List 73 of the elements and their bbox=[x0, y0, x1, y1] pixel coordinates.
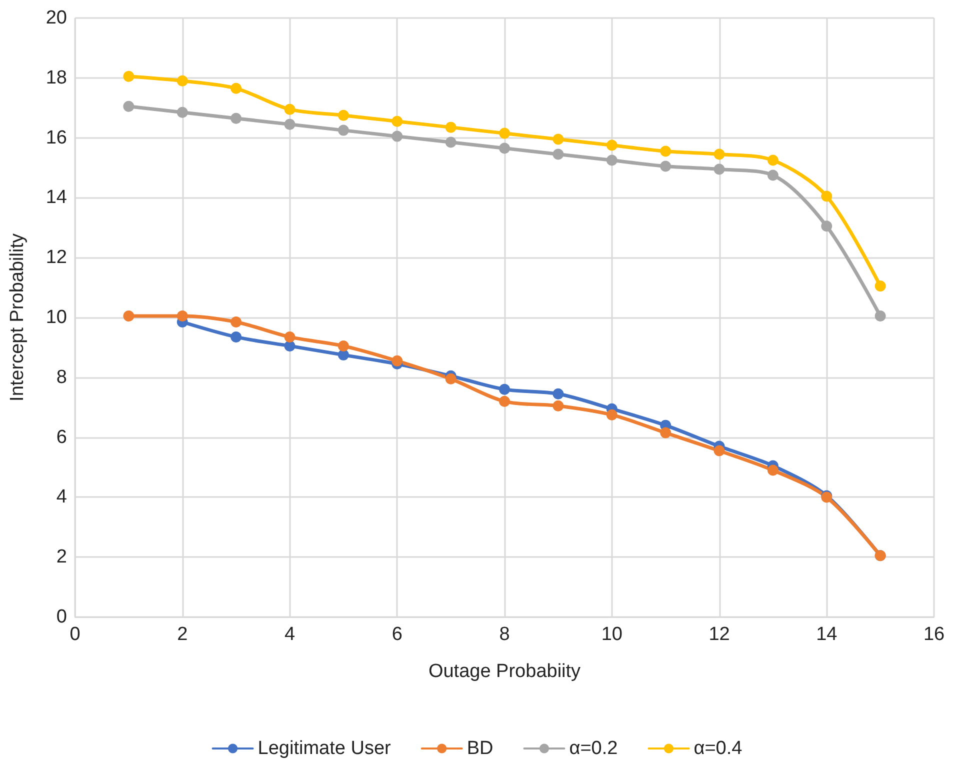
x-tick-label: 4 bbox=[284, 624, 296, 645]
point bbox=[552, 388, 564, 400]
y-tick-label: 2 bbox=[56, 546, 67, 568]
point bbox=[767, 170, 778, 181]
y-tick-label: 12 bbox=[46, 247, 67, 268]
point bbox=[338, 349, 349, 360]
point bbox=[338, 124, 349, 136]
point bbox=[606, 140, 618, 151]
point bbox=[874, 310, 886, 322]
point bbox=[338, 340, 349, 352]
point bbox=[767, 154, 778, 166]
point bbox=[552, 134, 564, 145]
x-tick-label: 14 bbox=[816, 624, 838, 645]
y-tick-label: 4 bbox=[56, 486, 68, 508]
point bbox=[714, 164, 725, 175]
x-tick-label: 6 bbox=[392, 624, 402, 645]
point bbox=[552, 400, 564, 412]
point bbox=[230, 331, 242, 342]
x-tick-label: 16 bbox=[923, 624, 945, 645]
x-tick-label: 2 bbox=[177, 624, 188, 645]
y-tick-label: 10 bbox=[46, 307, 67, 328]
point bbox=[338, 110, 349, 121]
point bbox=[767, 464, 778, 476]
point bbox=[123, 70, 134, 82]
point bbox=[284, 331, 296, 342]
point bbox=[660, 427, 672, 438]
point bbox=[606, 409, 618, 420]
point bbox=[499, 396, 510, 407]
point bbox=[392, 130, 403, 142]
y-tick-label: 18 bbox=[46, 67, 67, 88]
x-tick-label: 8 bbox=[499, 624, 510, 645]
point bbox=[660, 146, 672, 157]
legend-label: α=0.4 bbox=[694, 738, 743, 759]
y-tick-label: 16 bbox=[46, 127, 67, 148]
point bbox=[821, 220, 832, 232]
point bbox=[714, 148, 725, 160]
point bbox=[499, 128, 510, 139]
point bbox=[392, 116, 403, 127]
point bbox=[499, 384, 510, 395]
point bbox=[874, 280, 886, 292]
point bbox=[392, 355, 403, 366]
y-tick-label: 20 bbox=[46, 8, 67, 28]
legend-label: Legitimate User bbox=[258, 738, 392, 759]
point bbox=[445, 122, 456, 133]
x-tick-label: 0 bbox=[70, 624, 80, 645]
point bbox=[499, 142, 510, 154]
y-tick-label: 8 bbox=[56, 366, 67, 388]
point bbox=[714, 445, 725, 456]
y-tick-label: 14 bbox=[46, 187, 68, 208]
point bbox=[821, 190, 832, 202]
y-axis-title: Intercept Probability bbox=[7, 233, 28, 402]
point bbox=[552, 148, 564, 160]
point bbox=[230, 112, 242, 124]
legend-label: BD bbox=[466, 738, 494, 759]
x-tick-label: 12 bbox=[708, 624, 730, 645]
y-tick-label: 0 bbox=[56, 606, 67, 628]
point bbox=[445, 136, 456, 148]
point bbox=[284, 104, 296, 115]
legend-label: α=0.2 bbox=[569, 738, 618, 759]
point bbox=[176, 106, 188, 118]
x-tick-label: 10 bbox=[601, 624, 622, 645]
point bbox=[284, 118, 296, 130]
point bbox=[123, 100, 134, 112]
x-axis-title: Outage Probabiity bbox=[428, 661, 582, 682]
point bbox=[230, 316, 242, 328]
point bbox=[176, 75, 188, 86]
point bbox=[660, 160, 672, 172]
point bbox=[176, 310, 188, 322]
point bbox=[123, 310, 134, 322]
point bbox=[445, 373, 456, 384]
point bbox=[606, 154, 618, 166]
y-tick-label: 6 bbox=[56, 426, 67, 448]
point bbox=[230, 82, 242, 94]
